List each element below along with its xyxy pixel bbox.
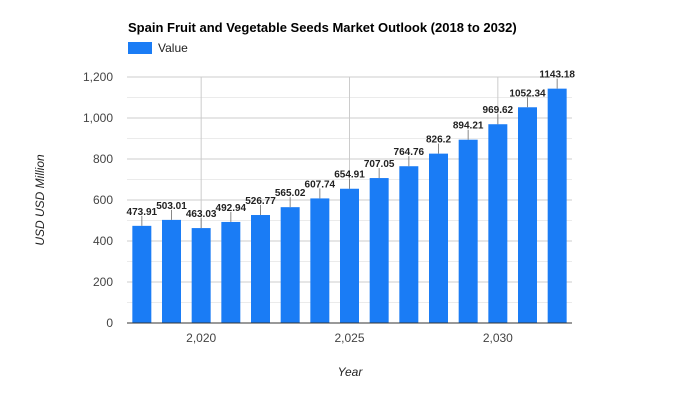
bar[interactable] [162, 219, 181, 323]
data-label: 764.76 [394, 147, 425, 158]
bar[interactable] [369, 178, 389, 323]
y-tick-label: 0 [106, 316, 113, 330]
bar[interactable] [251, 215, 270, 323]
bar[interactable] [429, 153, 448, 323]
data-label: 969.62 [483, 105, 514, 116]
y-axis-title: USD USD Million [33, 154, 47, 246]
bar[interactable] [547, 88, 567, 323]
bar[interactable] [340, 188, 359, 323]
data-label: 503.01 [156, 201, 187, 212]
bar[interactable] [518, 107, 537, 324]
x-axis-title: Year [338, 365, 364, 379]
data-label: 826.2 [426, 135, 451, 146]
y-tick-label: 1,000 [83, 111, 113, 125]
legend-swatch [128, 42, 152, 54]
y-axis-ticks: 0 200 400 600 800 1,000 1,200 [83, 70, 113, 330]
x-tick-label: 2,030 [483, 331, 513, 345]
y-tick-label: 600 [93, 193, 113, 207]
y-tick-label: 1,200 [83, 70, 113, 84]
data-label: 526.77 [245, 196, 276, 207]
data-label: 707.05 [364, 159, 395, 170]
bar[interactable] [488, 124, 508, 323]
y-tick-label: 200 [93, 275, 113, 289]
data-label: 473.91 [127, 207, 158, 218]
data-label: 894.21 [453, 121, 484, 132]
bar[interactable] [280, 207, 300, 323]
legend[interactable]: Value [128, 41, 188, 55]
bar[interactable] [310, 198, 330, 323]
bar[interactable] [132, 225, 152, 323]
bar[interactable] [221, 221, 241, 323]
bar[interactable] [399, 166, 419, 323]
data-label: 1143.18 [539, 70, 575, 81]
y-tick-label: 400 [93, 234, 113, 248]
bars [132, 88, 567, 324]
data-label: 654.91 [334, 170, 365, 181]
bar[interactable] [458, 139, 478, 323]
data-label: 607.74 [305, 179, 336, 190]
data-label: 1052.34 [509, 88, 546, 99]
x-tick-label: 2,020 [186, 331, 216, 345]
legend-label: Value [158, 41, 188, 55]
data-labels: 473.91503.01463.03492.94526.77565.02607.… [127, 70, 575, 229]
chart-title: Spain Fruit and Vegetable Seeds Market O… [128, 20, 517, 35]
data-label: 463.03 [186, 209, 217, 220]
x-axis-ticks: 2,020 2,025 2,030 [186, 331, 513, 345]
x-tick-label: 2,025 [334, 331, 364, 345]
bar[interactable] [191, 228, 211, 323]
data-label: 565.02 [275, 188, 306, 199]
y-tick-label: 800 [93, 152, 113, 166]
data-label: 492.94 [216, 203, 247, 214]
